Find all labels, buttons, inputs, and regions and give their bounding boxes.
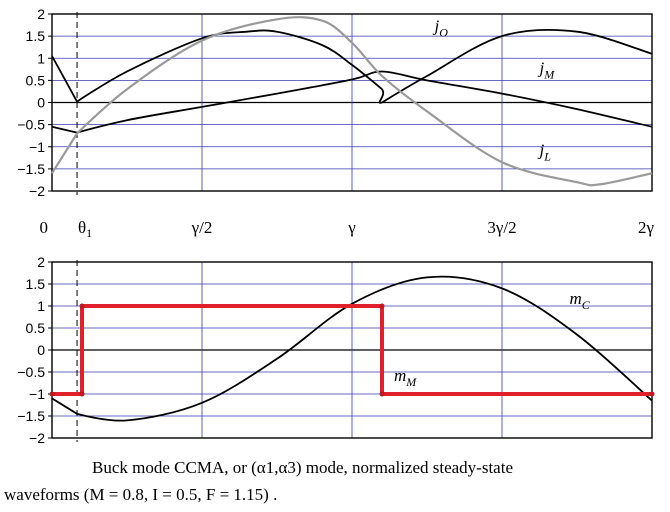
y-tick-label: −0.5 — [17, 117, 45, 133]
series-point-mM — [379, 391, 385, 397]
y-tick-label: −2 — [29, 430, 45, 446]
y-tick-label: 1 — [37, 50, 45, 66]
y-tick-label: 0.5 — [26, 320, 46, 336]
series-line-jL — [51, 16, 653, 187]
series-point-mM — [49, 391, 55, 397]
x-tick-label: 2γ — [638, 218, 655, 237]
series-line-mM — [52, 304, 652, 396]
x-axis-labels: 0 θ1 γ/2 γ 3γ/2 2γ — [40, 218, 655, 240]
top-chart: 2 1.5 1 0.5 0 −0.5 −1 −1.5 −2 jO jM jL — [17, 6, 653, 199]
y-tick-label: −0.5 — [17, 364, 45, 380]
y-tick-label: −1.5 — [17, 408, 45, 424]
y-tick-label: 2 — [37, 254, 45, 270]
y-tick-label: −2 — [29, 183, 45, 199]
y-tick-label: 0 — [37, 95, 45, 111]
caption-line-1: Buck mode CCMA, or (α1,α3) mode, normali… — [92, 458, 513, 477]
series-label-jO: jO — [433, 17, 449, 40]
series-point-mM — [79, 391, 85, 397]
x-tick-label: θ1 — [78, 218, 92, 240]
series-point-mM — [379, 303, 385, 309]
bottom-chart: 2 1.5 1 0.5 0 −0.5 −1 −1.5 −2 mC mM — [17, 254, 655, 446]
y-tick-label: 2 — [37, 6, 45, 22]
series-point-mM — [79, 303, 85, 309]
series-label-jL: jL — [538, 141, 552, 164]
x-tick-label: γ/2 — [191, 218, 213, 237]
series-label-mM: mM — [394, 366, 417, 389]
y-tick-label: −1.5 — [17, 161, 45, 177]
x-tick-label: γ — [347, 218, 356, 237]
x-tick-label: 0 — [40, 218, 49, 237]
y-tick-label: 1 — [37, 298, 45, 314]
series-line-mC — [51, 275, 653, 422]
y-tick-label: 0 — [37, 342, 45, 358]
series-label-mC: mC — [570, 289, 591, 312]
y-tick-label: 1.5 — [26, 28, 46, 44]
series-point-mM — [649, 391, 655, 397]
y-tick-label: −1 — [29, 139, 45, 155]
series-label-jM: jM — [538, 59, 556, 82]
series-line-jM — [51, 70, 653, 134]
y-tick-label: 0.5 — [26, 72, 46, 88]
y-tick-label: 1.5 — [26, 276, 46, 292]
series-line-jO — [51, 28, 653, 104]
caption-line-2: waveforms (M = 0.8, I = 0.5, F = 1.15) . — [4, 485, 278, 504]
x-tick-label: 3γ/2 — [487, 218, 516, 237]
y-tick-label: −1 — [29, 386, 45, 402]
